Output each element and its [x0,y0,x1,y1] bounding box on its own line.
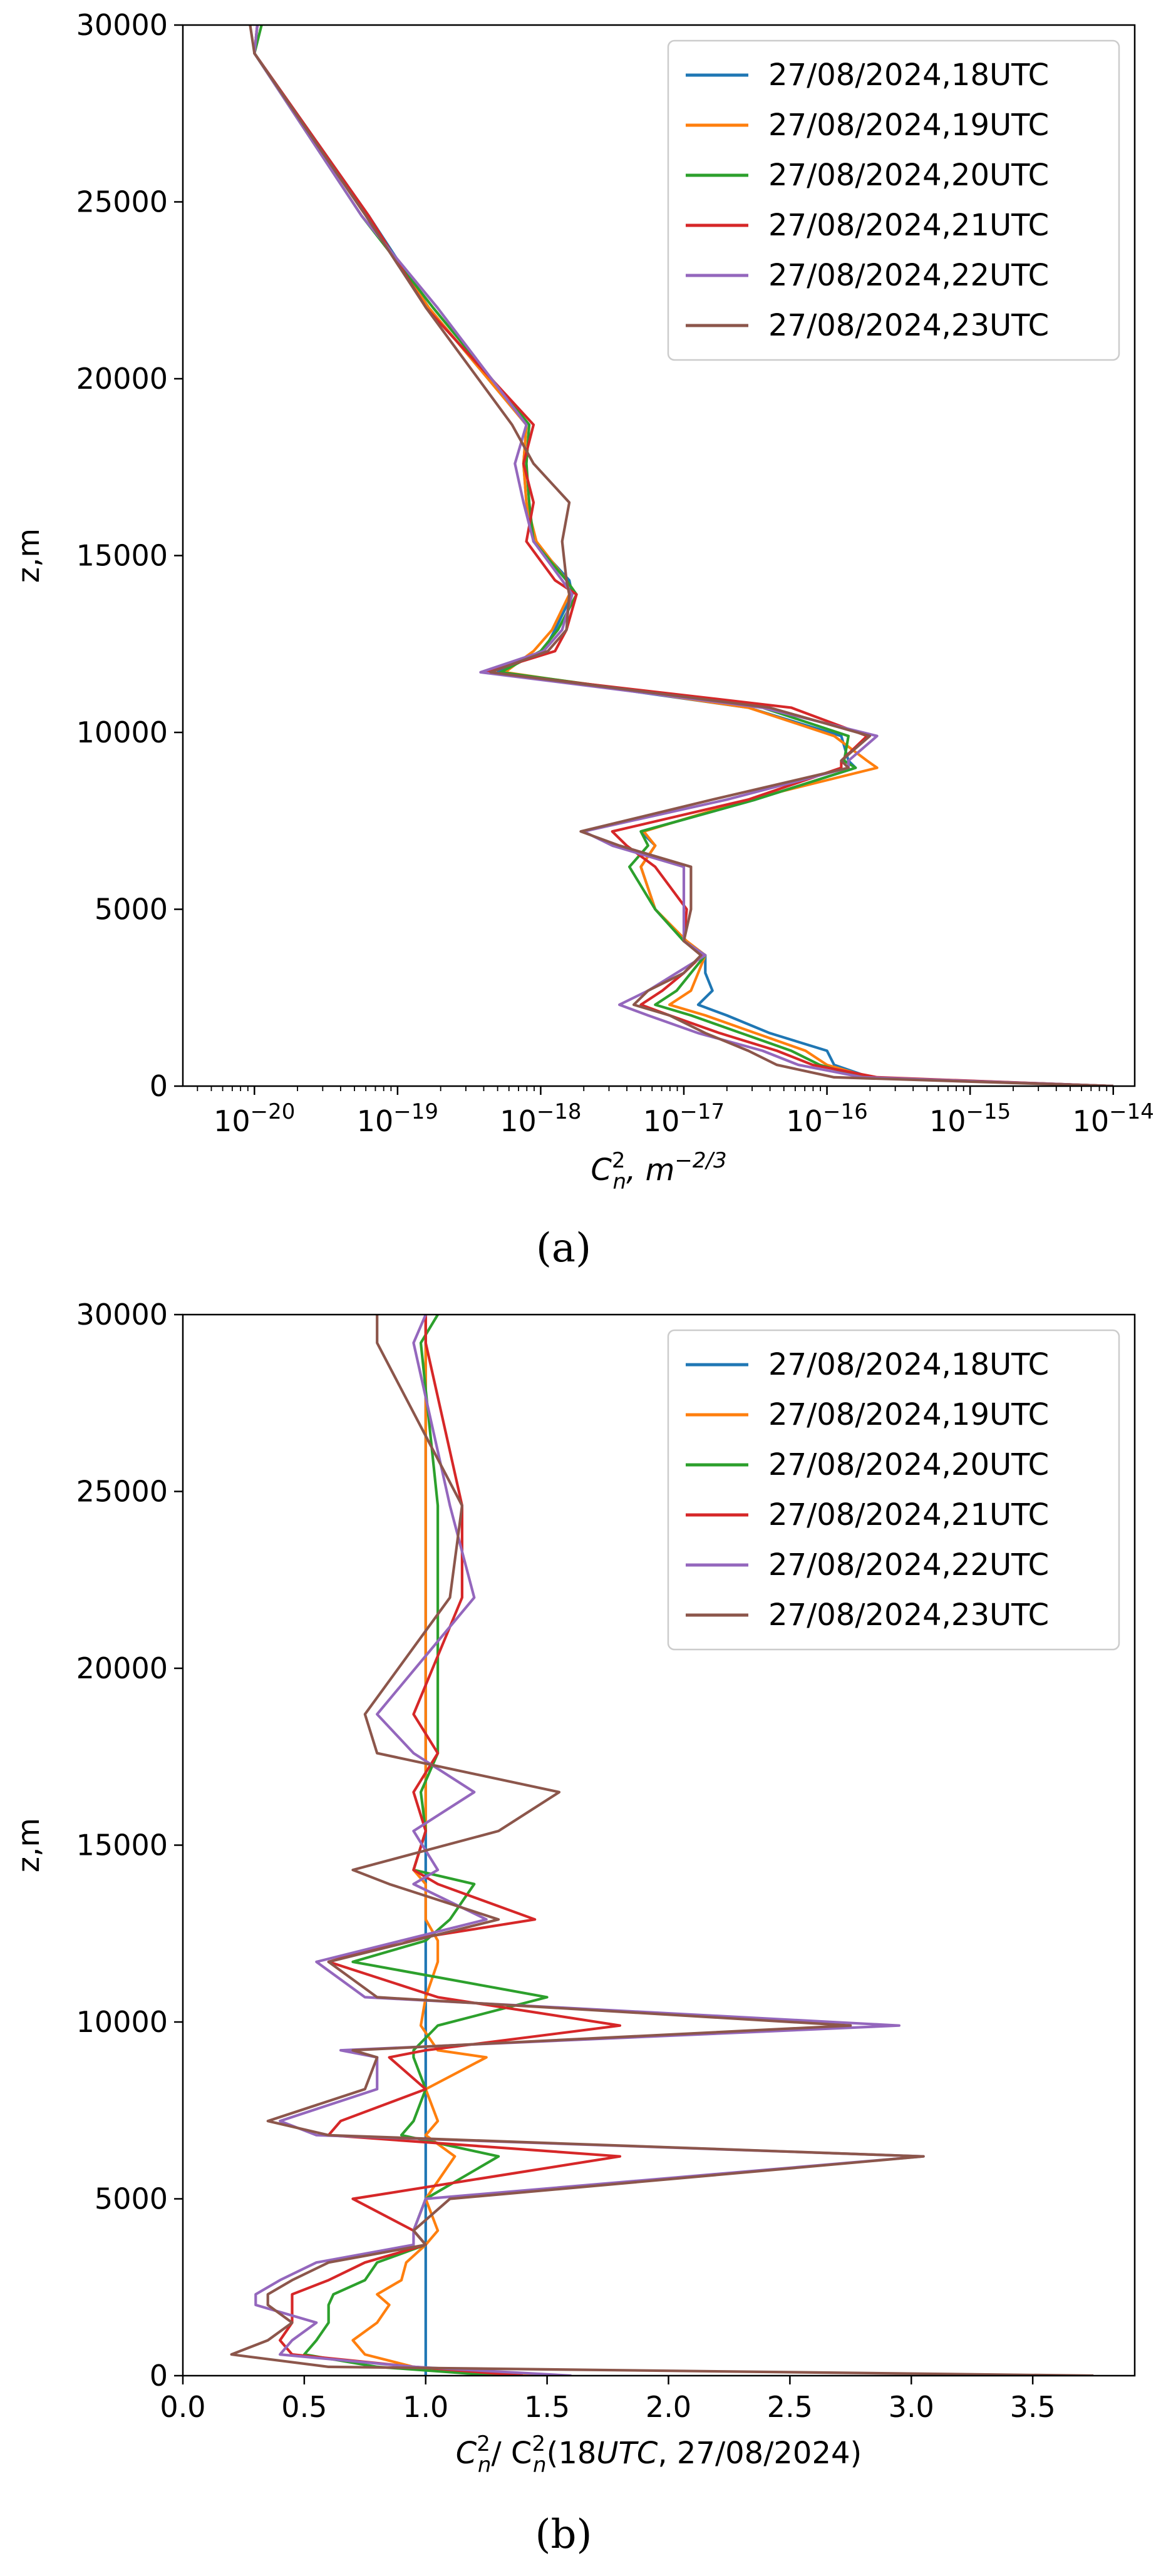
legend-entry-18UTC: 27/08/2024,18UTC [768,1347,1049,1382]
legend: 27/08/2024,18UTC 27/08/2024,19UTC 27/08/20… [667,1329,1120,1651]
y-tick-label: 30000 [76,8,168,42]
y-tick-label: 10000 [76,716,168,749]
plot-area-0 [249,25,1113,1086]
y-tick-label: 25000 [76,185,168,219]
x-tick-label: 3.0 [889,2390,934,2424]
panel-b-chart: 0 5000 10000 15000 20000 25000 30000 z,m 0.0 0.5 1… [11,1298,1136,2478]
y-tick-label: 0 [150,1069,168,1103]
y-tick-label: 5000 [95,893,168,926]
legend-entry-22UTC: 27/08/2024,22UTC [768,258,1049,293]
y-tick-label: 25000 [76,1475,168,1509]
x-tick-label: 3.5 [1010,2390,1056,2424]
x-tick-label: 2.5 [767,2390,813,2424]
legend-entry-20UTC: 27/08/2024,20UTC [768,1447,1049,1482]
legend-box [667,1329,1120,1651]
legend-entry-21UTC: 27/08/2024,21UTC [768,1497,1049,1532]
x-tick-label: 0.0 [160,2390,205,2424]
x-tick-label: 0.5 [281,2390,327,2424]
series-line-19UTC [351,1315,547,2376]
x-tick-label: 10−18 [500,1099,581,1138]
legend-entry-20UTC: 27/08/2024,20UTC [768,158,1049,193]
legend-entry-21UTC: 27/08/2024,21UTC [768,208,1049,243]
x-tick-label: 2.0 [646,2390,691,2424]
y-tick-label: 15000 [76,1829,168,1862]
series-line-21UTC [279,1315,622,2376]
plot-area-1 [230,1315,1094,2376]
panel-a-chart: 0 5000 10000 15000 20000 25000 30000 z,m 10−20 10… [11,8,1154,1194]
y-tick-label: 0 [150,2359,168,2393]
y-axis-label: z,m [11,1818,46,1872]
series-line-23UTC [249,25,1113,1086]
legend-entry-18UTC: 27/08/2024,18UTC [768,58,1049,93]
legend-entry-19UTC: 27/08/2024,19UTC [768,1397,1049,1432]
caption-b: (b) [535,2512,592,2558]
x-tick-label: 10−19 [357,1099,438,1138]
legend: 27/08/2024,18UTC 27/08/2024,19UTC 27/08/20… [667,39,1120,361]
x-tick-label: 10−20 [214,1099,295,1138]
y-tick-label: 5000 [95,2182,168,2216]
x-tick-label: 10−15 [929,1099,1011,1138]
legend-entry-22UTC: 27/08/2024,22UTC [768,1547,1049,1583]
x-tick-label: 10−17 [643,1099,725,1138]
legend-entry-23UTC: 27/08/2024,23UTC [768,308,1049,343]
y-tick-label: 30000 [76,1298,168,1332]
series-line-19UTC [253,25,1113,1086]
x-axis-label: C2 n/ C2 n(18UTC, 27/08/2024) [456,2431,862,2478]
y-tick-label: 15000 [76,539,168,573]
y-axis-label: z,m [11,528,46,583]
legend-box [667,39,1120,361]
legend-entry-19UTC: 27/08/2024,19UTC [768,108,1049,143]
series-line-23UTC [230,1315,1094,2376]
x-tick-label: 1.5 [524,2390,570,2424]
y-tick-label: 20000 [76,362,168,396]
x-axis-label: C2 n, m−2/3 [591,1148,726,1194]
legend-entry-23UTC: 27/08/2024,23UTC [768,1598,1049,1633]
x-tick-label: 10−16 [786,1099,867,1138]
y-tick-label: 10000 [76,2005,168,2039]
x-tick-label: 10−14 [1073,1099,1154,1138]
x-tick-label: 1.0 [403,2390,448,2424]
caption-a: (a) [536,1225,591,1271]
y-tick-label: 20000 [76,1651,168,1685]
